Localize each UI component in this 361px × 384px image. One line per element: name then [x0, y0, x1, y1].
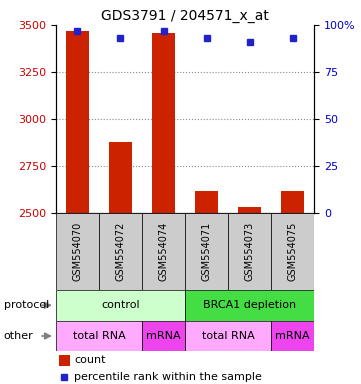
Bar	[56, 213, 99, 290]
Bar	[281, 190, 304, 213]
Text: percentile rank within the sample: percentile rank within the sample	[74, 372, 262, 382]
Bar	[109, 142, 132, 213]
Bar	[99, 213, 142, 290]
Bar	[228, 213, 271, 290]
Bar	[58, 355, 70, 366]
Bar	[185, 213, 228, 290]
Bar	[271, 213, 314, 290]
Text: GSM554073: GSM554073	[244, 222, 255, 281]
Text: GSM554071: GSM554071	[201, 222, 212, 281]
Bar	[238, 207, 261, 213]
Text: count: count	[74, 355, 105, 365]
Bar	[185, 290, 314, 321]
Bar	[56, 290, 185, 321]
Bar	[271, 321, 314, 351]
Bar	[66, 31, 89, 213]
Bar	[56, 321, 142, 351]
Bar	[142, 213, 185, 290]
Text: GSM554072: GSM554072	[116, 222, 126, 281]
Text: GSM554070: GSM554070	[73, 222, 82, 281]
Text: other: other	[4, 331, 33, 341]
Text: mRNA: mRNA	[275, 331, 310, 341]
Text: GSM554075: GSM554075	[288, 222, 297, 281]
Text: GSM554074: GSM554074	[158, 222, 169, 281]
Bar	[185, 321, 271, 351]
Text: total RNA: total RNA	[73, 331, 125, 341]
Text: protocol: protocol	[4, 300, 49, 310]
Bar	[195, 190, 218, 213]
Title: GDS3791 / 204571_x_at: GDS3791 / 204571_x_at	[101, 8, 269, 23]
Text: mRNA: mRNA	[146, 331, 181, 341]
Text: BRCA1 depletion: BRCA1 depletion	[203, 300, 296, 310]
Text: total RNA: total RNA	[202, 331, 255, 341]
Bar	[142, 321, 185, 351]
Bar	[152, 33, 175, 213]
Text: control: control	[101, 300, 140, 310]
